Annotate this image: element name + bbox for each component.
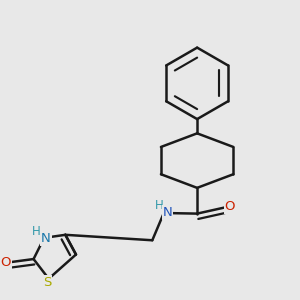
Text: S: S	[43, 276, 51, 289]
Text: H: H	[32, 225, 41, 238]
Text: N: N	[41, 232, 51, 245]
Text: N: N	[163, 206, 172, 219]
Text: O: O	[0, 256, 11, 268]
Text: H: H	[155, 199, 164, 212]
Text: O: O	[225, 200, 235, 213]
